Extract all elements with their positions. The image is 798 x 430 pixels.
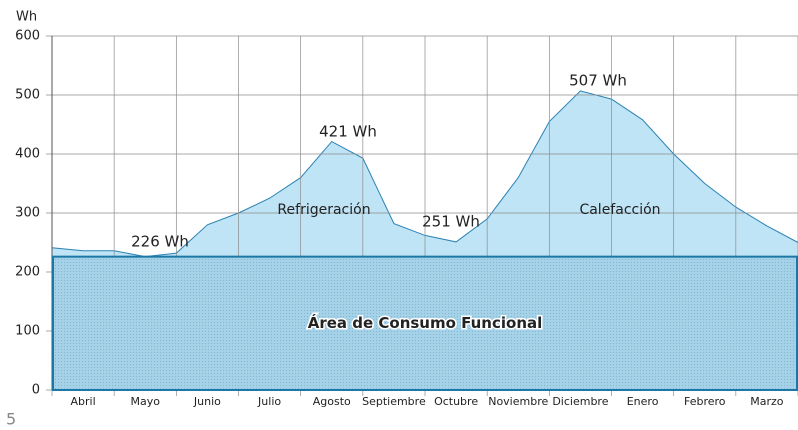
y-axis-label: Wh <box>16 10 37 25</box>
x-tick-label: Enero <box>627 395 659 408</box>
x-tick-label: Octubre <box>434 395 478 408</box>
x-tick-label: Abril <box>71 395 96 408</box>
annotation: 251 Wh <box>422 213 480 231</box>
x-tick-label: Marzo <box>750 395 784 408</box>
y-tick-label: 400 <box>15 147 40 162</box>
annotation: 226 Wh <box>131 233 189 251</box>
x-tick-label: Noviembre <box>488 395 548 408</box>
y-tick-label: 0 <box>32 383 40 398</box>
page-number: 5 <box>6 410 16 429</box>
baseline-label: Área de Consumo Funcional <box>308 313 543 332</box>
x-tick-label: Agosto <box>313 395 351 408</box>
y-tick-label: 500 <box>15 88 40 103</box>
region-label: Calefacción <box>579 202 660 218</box>
x-tick-label: Mayo <box>131 395 161 408</box>
y-tick-label: 200 <box>15 265 40 280</box>
x-tick-label: Febrero <box>684 395 726 408</box>
x-tick-label: Septiembre <box>362 395 426 408</box>
x-tick-label: Junio <box>193 395 221 408</box>
baseline-texture <box>52 255 798 391</box>
annotation: 421 Wh <box>319 123 377 141</box>
x-tick-label: Julio <box>257 395 281 408</box>
y-tick-label: 100 <box>15 324 40 339</box>
annotation: 507 Wh <box>569 72 627 90</box>
x-tick-label: Diciembre <box>552 395 608 408</box>
y-tick-label: 300 <box>15 206 40 221</box>
region-label: Refrigeración <box>277 202 370 218</box>
y-tick-label: 600 <box>15 29 40 44</box>
